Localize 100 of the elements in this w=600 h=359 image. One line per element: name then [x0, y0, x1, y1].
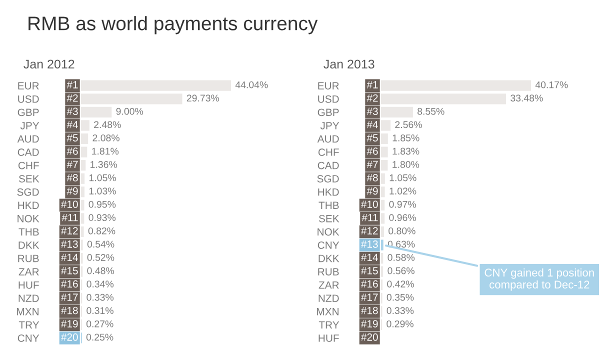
annotation: #14 — [360, 254, 378, 261]
y-tick-label: AUD — [17, 135, 39, 143]
annotation: #17 — [360, 294, 378, 301]
data-label: 44.04% — [235, 81, 268, 88]
y-tick-label: NOK — [18, 214, 40, 222]
y-tick-label: RUB — [18, 254, 39, 262]
bar — [381, 200, 385, 210]
annotation: #8 — [366, 174, 378, 182]
annotation: #4 — [66, 121, 78, 128]
data-label: 1.05% — [390, 174, 416, 182]
data-label: 1.05% — [89, 174, 116, 182]
y-tick-label: CAD — [18, 148, 39, 156]
y-tick-label: JPY — [320, 122, 340, 130]
y-tick-label: DKK — [18, 242, 40, 249]
data-label: 0.34% — [86, 280, 114, 288]
data-label: 0.56% — [388, 267, 414, 274]
annotation: #2 — [66, 94, 78, 102]
annotation: #12 — [60, 227, 78, 234]
data-label: 1.81% — [92, 148, 119, 155]
bar — [81, 226, 84, 238]
data-label: 0.48% — [87, 267, 114, 274]
y-tick-label: MXN — [317, 308, 338, 316]
y-tick-label: HUF — [18, 281, 39, 289]
y-tick-label: USD — [318, 95, 339, 103]
y-tick-label: HKD — [18, 202, 39, 209]
annotation: #15 — [360, 267, 378, 274]
y-tick-label: ZAR — [318, 281, 339, 289]
data-label: 0.58% — [388, 254, 415, 261]
data-label: 0.54% — [87, 240, 114, 248]
data-label: 0.33% — [86, 294, 114, 301]
y-tick-label: SEK — [18, 175, 40, 182]
y-tick-label: EUR — [18, 82, 39, 90]
annotation: #2 — [366, 94, 378, 102]
data-label: 9.00% — [116, 108, 144, 115]
y-tick-label: HUF — [318, 334, 339, 342]
chart-subtitle: Jan 2012 — [24, 60, 74, 69]
annotation: #16 — [360, 280, 378, 288]
y-tick-label: EUR — [318, 82, 339, 90]
annotation: #9 — [66, 187, 78, 195]
annotation: #11 — [62, 214, 78, 222]
y-tick-label: THB — [18, 228, 39, 236]
y-tick-label: AUD — [317, 135, 339, 143]
y-tick-label: SEK — [318, 214, 340, 222]
y-tick-label: TRY — [18, 321, 40, 328]
annotation: #10 — [360, 200, 378, 208]
data-label: 2.08% — [92, 134, 120, 142]
data-label: 0.80% — [388, 227, 416, 234]
annotation: #12 — [360, 227, 378, 234]
bar — [381, 226, 384, 238]
annotation: #18 — [360, 306, 378, 314]
data-label: 1.80% — [392, 161, 420, 168]
data-label: 0.33% — [386, 307, 414, 314]
y-tick-label: USD — [18, 95, 39, 103]
annotation: #16 — [60, 280, 78, 288]
annotation: #10 — [60, 200, 78, 208]
annotation: #20 — [60, 333, 78, 341]
data-label: 1.85% — [392, 134, 420, 142]
annotation: #5 — [366, 134, 378, 142]
y-tick-label: TRY — [318, 321, 340, 328]
data-label: 0.82% — [88, 227, 116, 234]
annotation: #14 — [60, 254, 78, 261]
annotation: #13 — [60, 240, 78, 248]
y-tick-label: NOK — [318, 228, 340, 236]
data-label: 0.25% — [86, 334, 114, 341]
annotation: #7 — [366, 160, 378, 168]
annotation: #5 — [66, 134, 78, 142]
data-label: 1.02% — [390, 188, 416, 194]
annotation: #11 — [362, 214, 378, 222]
data-label: 0.27% — [86, 320, 114, 328]
y-tick-label: CHF — [18, 162, 39, 170]
bar — [381, 186, 385, 198]
y-tick-label: JPY — [20, 122, 40, 130]
y-tick-label: CHF — [318, 148, 339, 156]
data-label: 8.55% — [418, 108, 444, 115]
data-label: 2.56% — [395, 121, 422, 128]
bar — [81, 200, 84, 210]
annotation: #9 — [366, 187, 378, 195]
y-tick-label: NZD — [318, 294, 339, 302]
annotation: #7 — [66, 160, 78, 168]
annotation: #19 — [60, 320, 78, 328]
data-label: 33.48% — [510, 94, 543, 102]
annotation: CNY gained 1 position compared to Dec-12 — [484, 268, 594, 291]
annotation: #3 — [366, 108, 378, 115]
annotation: #8 — [66, 174, 78, 182]
y-tick-label: RUB — [318, 268, 339, 276]
data-label: 0.31% — [86, 307, 114, 314]
y-tick-label: DKK — [318, 254, 340, 262]
bar — [381, 213, 385, 224]
y-tick-label: SGD — [17, 188, 39, 196]
data-label: 0.95% — [88, 200, 116, 208]
y-tick-label: GBP — [18, 108, 39, 116]
annotation: #19 — [360, 320, 378, 328]
data-label: 0.29% — [386, 320, 414, 328]
bar — [81, 186, 85, 198]
y-tick-label: CAD — [318, 162, 339, 170]
annotation: #6 — [366, 147, 378, 155]
y-tick-label: GBP — [318, 108, 339, 116]
bar — [81, 173, 85, 184]
data-label: 1.03% — [89, 188, 116, 194]
data-label: 0.96% — [389, 214, 416, 222]
